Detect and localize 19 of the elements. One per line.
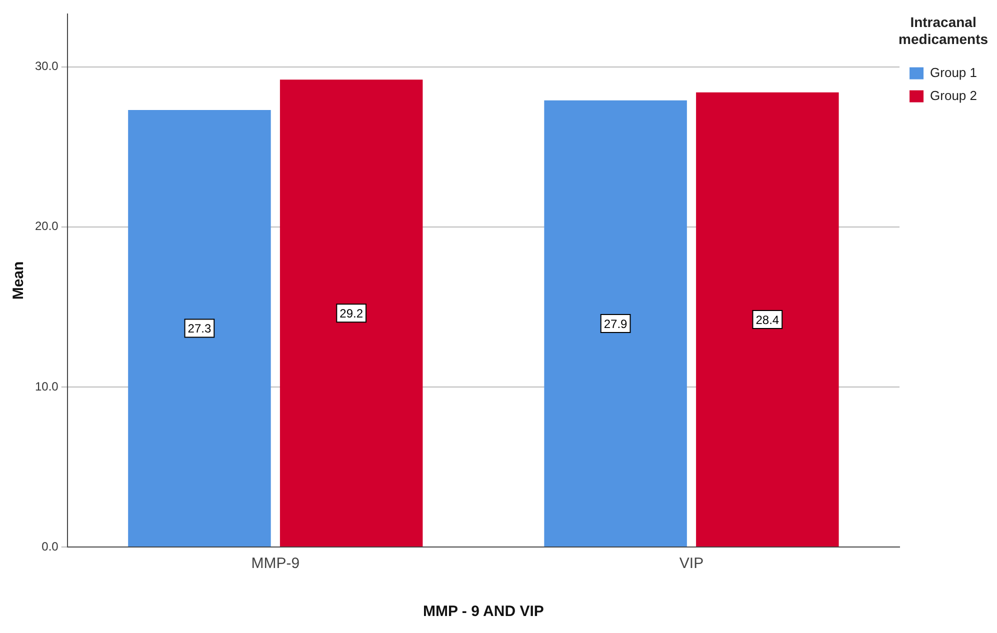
legend-label: Group 1 (930, 64, 978, 80)
x-tick-label: MMP-9 (251, 555, 300, 572)
bar (696, 92, 839, 546)
y-tick-label: 10.0 (34, 379, 59, 394)
legend-title: Intracanal medicaments (898, 14, 988, 47)
legend-label: Group 2 (930, 88, 978, 103)
x-axis-title: MMP - 9 AND VIP (423, 603, 544, 620)
y-tick-label: 0.0 (42, 539, 59, 554)
data-label: 28.4 (756, 312, 780, 327)
x-tick-label: VIP (679, 555, 704, 572)
y-tick-label: 30.0 (34, 59, 59, 74)
y-axis-title: Mean (10, 261, 28, 300)
data-label: 27.9 (604, 316, 628, 331)
bar (280, 80, 423, 546)
y-tick-label: 20.0 (34, 219, 59, 234)
bar (544, 100, 687, 546)
bar (128, 110, 271, 546)
data-label: 29.2 (340, 306, 364, 320)
data-label: 27.3 (188, 322, 212, 336)
